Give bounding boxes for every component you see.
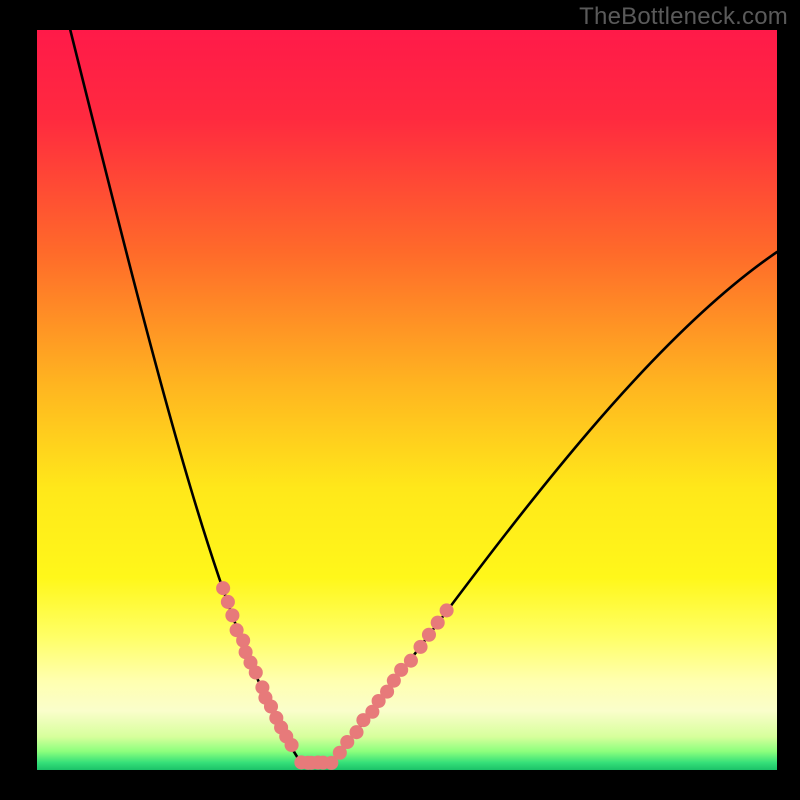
marker-dot — [414, 640, 428, 654]
marker-dot — [285, 738, 299, 752]
marker-dot — [249, 665, 263, 679]
marker-dot — [236, 633, 250, 647]
marker-dot — [422, 628, 436, 642]
marker-dot — [225, 608, 239, 622]
plot-area — [37, 30, 777, 770]
watermark-label: TheBottleneck.com — [579, 3, 788, 31]
marker-dot — [404, 654, 418, 668]
chart-stage: TheBottleneck.com — [0, 0, 800, 800]
marker-dot — [349, 725, 363, 739]
marker-dot — [221, 595, 235, 609]
marker-dot — [440, 603, 454, 617]
marker-dot — [431, 616, 445, 630]
bottleneck-chart — [0, 0, 800, 800]
marker-dot — [216, 581, 230, 595]
